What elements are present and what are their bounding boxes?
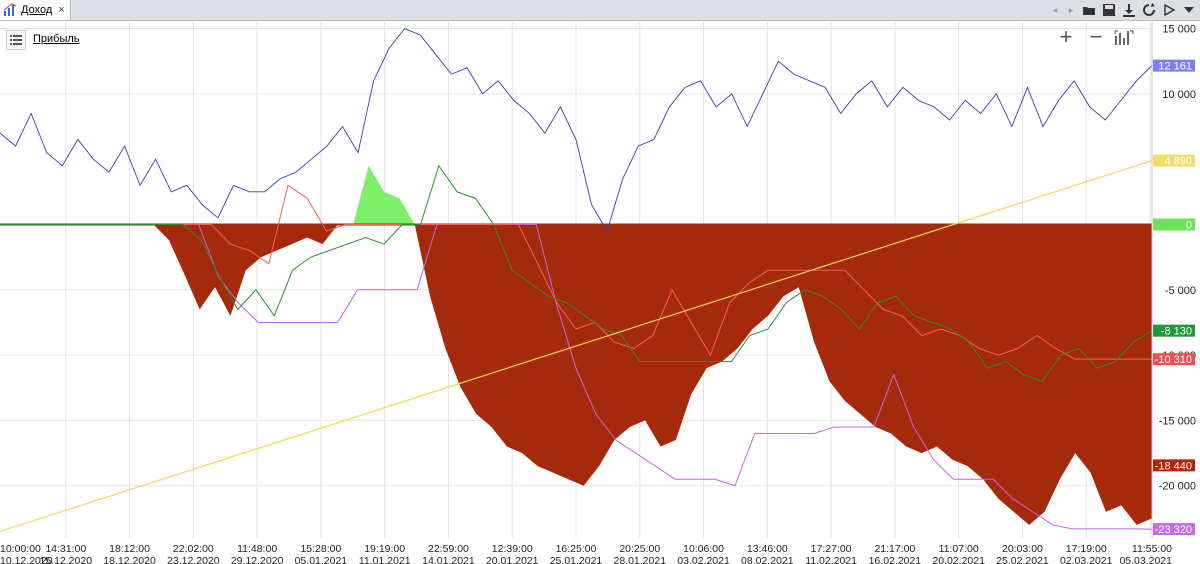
price-series-line (0, 27, 1153, 233)
value-tag-bg (1153, 523, 1195, 536)
value-tag: 4 890 (1153, 154, 1195, 168)
x-tick-date: 05.03.2021 (1119, 555, 1172, 564)
x-tick-time: 12:39:00 (492, 543, 533, 555)
value-tag-text: 4 890 (1164, 156, 1192, 168)
x-tick-time: 10:06:00 (683, 543, 724, 555)
value-tag-text: 0 (1186, 219, 1192, 231)
x-tick-date: 08.02.2021 (741, 555, 794, 564)
x-tick-time: 20:03:00 (1002, 543, 1043, 555)
x-tick-time: 15:28:00 (300, 543, 341, 555)
dropdown-icon[interactable] (1182, 3, 1196, 17)
tab-income[interactable]: Доход × (0, 0, 71, 20)
x-tick-time: 10:00:00 (0, 543, 41, 555)
x-tick-time: 17:19:00 (1066, 543, 1107, 555)
y-tick-label: 10 000 (1162, 89, 1196, 101)
value-tag-text: 12 161 (1158, 61, 1192, 73)
value-tag-text: -18 440 (1155, 460, 1192, 472)
value-tag: 0 (1153, 218, 1195, 231)
x-tick-time: 17:27:00 (811, 543, 852, 555)
y-tick-label: -15 000 (1159, 415, 1196, 427)
chart-icon (3, 3, 17, 16)
value-tag-text: -10 310 (1155, 354, 1192, 366)
x-tick-date: 11.01.2021 (359, 555, 411, 564)
x-tick-date: 25.02.2021 (996, 555, 1049, 564)
value-tag-bg (1153, 154, 1195, 167)
value-tag-bg (1153, 324, 1195, 337)
x-tick-date: 23.12.2020 (167, 555, 220, 564)
x-tick-time: 19:19:00 (364, 543, 405, 555)
fit-icon[interactable] (1114, 30, 1134, 46)
x-tick-date: 29.12.2020 (231, 555, 284, 564)
value-tag-text: -23 320 (1155, 524, 1192, 536)
value-tag-bg (1153, 353, 1195, 366)
play-icon[interactable] (1162, 3, 1176, 17)
legend-button[interactable] (6, 30, 26, 50)
x-tick-date: 20.02.2021 (932, 555, 985, 564)
x-tick-time: 22:02:00 (173, 543, 214, 555)
x-tick-date: 03.02.2021 (677, 555, 730, 564)
x-tick-date: 28.01.2021 (613, 555, 666, 564)
x-tick-date: 16.02.2021 (869, 555, 922, 564)
value-tag-bg (1153, 459, 1195, 472)
x-tick-time: 20:25:00 (619, 543, 660, 555)
x-tick-time: 11:07:00 (939, 543, 979, 555)
x-tick-time: 11:55:00 (1132, 543, 1172, 555)
x-tick-time: 16:25:00 (556, 543, 597, 555)
x-tick-date: 25.01.2021 (550, 555, 603, 564)
x-tick-date: 11.02.2021 (805, 555, 857, 564)
y-tick-label: -5 000 (1165, 285, 1196, 297)
green-series-line (0, 164, 1153, 382)
series-lines (0, 27, 1153, 533)
loss-area (0, 224, 1152, 525)
zoom-out-button[interactable]: − (1089, 24, 1103, 49)
value-tags: 12 161 4 890 0 -8 130 -10 310 -18 440 -23 320 (1153, 59, 1195, 536)
value-tag-text: -8 130 (1161, 326, 1192, 338)
chevron-left-icon[interactable]: ◂ (1052, 5, 1058, 15)
value-tag: -8 130 (1153, 324, 1195, 338)
value-tag: 12 161 (1153, 59, 1195, 73)
x-tick-time: 14:31:00 (45, 543, 86, 555)
legend-label[interactable]: Прибыль (33, 33, 80, 45)
x-tick-date: 14.01.2021 (422, 555, 475, 564)
download-icon[interactable] (1122, 3, 1136, 17)
save-icon[interactable] (1102, 3, 1116, 17)
value-tag: -23 320 (1153, 523, 1195, 536)
chevron-right-icon[interactable]: ▸ (1068, 5, 1074, 15)
x-tick-date: 10.12.2020 (0, 555, 53, 564)
refresh-icon[interactable] (1142, 3, 1156, 17)
zoom-in-button[interactable]: + (1059, 24, 1073, 49)
list-icon (10, 35, 22, 45)
top-bar: Доход × ◂ ▸ (0, 0, 1200, 21)
x-tick-time: 22:59:00 (428, 543, 469, 555)
y-tick-label: 15 000 (1162, 24, 1196, 36)
x-tick-time: 13:46:00 (747, 543, 788, 555)
x-tick-date: 20.01.2021 (486, 555, 539, 564)
x-tick-time: 11:48:00 (237, 543, 277, 555)
y-tick-label: -20 000 (1159, 481, 1196, 493)
folder-icon[interactable] (1082, 3, 1096, 17)
value-tag: -18 440 (1153, 459, 1195, 472)
x-tick-date: 15.12.2020 (39, 555, 92, 564)
toolbar: ◂ ▸ (1050, 1, 1196, 19)
x-tick-time: 21:17:00 (874, 543, 915, 555)
value-tag-bg (1153, 218, 1195, 231)
x-tick-date: 18.12.2020 (103, 555, 156, 564)
close-icon[interactable]: × (58, 4, 65, 16)
value-tag: -10 310 (1153, 353, 1195, 366)
x-tick-time: 18:12:00 (109, 543, 150, 555)
x-tick-date: 02.03.2021 (1060, 555, 1113, 564)
tab-label: Доход (21, 4, 53, 16)
value-tag-bg (1153, 59, 1195, 72)
trend-line (0, 160, 1153, 533)
x-tick-date: 05.01.2021 (295, 555, 348, 564)
